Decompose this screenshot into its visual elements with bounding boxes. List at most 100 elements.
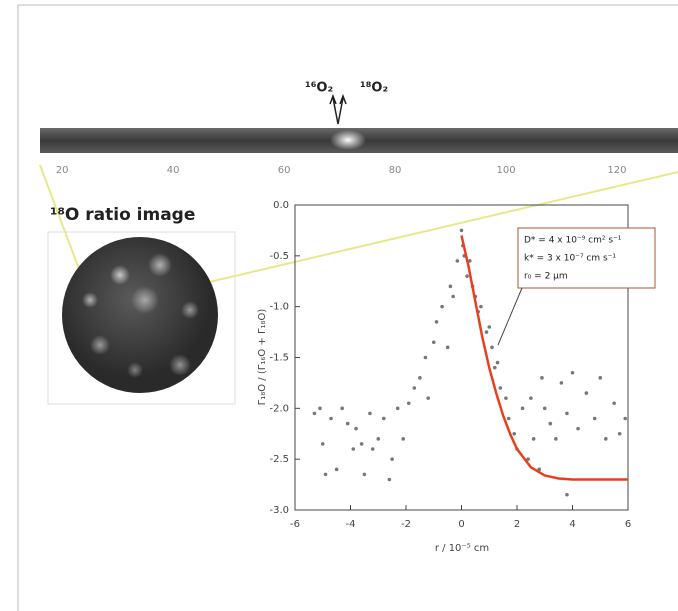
data-point [434, 320, 439, 324]
annotation-pointer [497, 287, 523, 346]
x-tick-label: 0 [458, 519, 464, 530]
y-tick-label: -0.5 [269, 251, 289, 262]
data-point [468, 259, 472, 263]
data-point [487, 325, 492, 329]
data-point [542, 406, 547, 411]
x-tick-label: 2 [514, 519, 520, 530]
data-point [598, 376, 603, 380]
x-tick-label: 6 [625, 519, 631, 530]
x-axis-label: r / 10⁻⁵ cm [435, 543, 489, 554]
data-point [465, 274, 469, 278]
data-point [376, 437, 381, 441]
arrows [329, 93, 347, 125]
data-point [526, 457, 530, 461]
data-point [320, 442, 325, 446]
data-point [506, 416, 511, 421]
strip-tick-label: 20 [56, 165, 69, 176]
data-point [484, 330, 489, 334]
image-spots [82, 253, 199, 378]
data-point [318, 406, 322, 411]
data-point [395, 406, 400, 411]
data-point [423, 355, 428, 360]
inset-title: ¹⁸O ratio image [50, 205, 195, 225]
data-point [540, 376, 544, 380]
data-point [498, 386, 503, 390]
data-point [351, 447, 356, 451]
y-tick-label: -2.0 [269, 403, 289, 414]
data-point [323, 472, 328, 477]
y-tick-label: -1.5 [269, 353, 289, 364]
data-point [340, 406, 344, 411]
data-point [401, 437, 406, 441]
data-point [359, 442, 364, 446]
data-point [617, 431, 622, 436]
data-point [354, 426, 358, 431]
data-point [329, 416, 333, 421]
data-point [490, 345, 494, 350]
data-point [548, 421, 553, 426]
data-point [459, 228, 464, 233]
data-point [362, 472, 367, 477]
data-point [559, 381, 564, 385]
x-tick-label: -6 [290, 519, 300, 530]
y-axis-label: Γ₁₈O / (Γ₁₆O + Γ₁₈O) [257, 309, 268, 406]
data-point [345, 421, 350, 426]
data-point [451, 294, 455, 299]
annotation: D* = 4 x 10⁻⁹ cm² s⁻¹ [524, 236, 622, 246]
data-point [440, 304, 444, 309]
data-point [334, 467, 339, 472]
data-point [504, 396, 508, 400]
data-point [520, 406, 525, 411]
data-point [455, 259, 460, 263]
strip-label: ¹⁸O₂ [360, 81, 388, 96]
data-point [554, 437, 558, 441]
inset-frame [47, 231, 236, 405]
data-point [493, 365, 497, 370]
data-point [570, 370, 575, 375]
data-point [495, 360, 500, 365]
data-point [426, 396, 431, 400]
data-point [565, 411, 569, 416]
data-point [623, 416, 628, 421]
strip-tick-label: 80 [389, 165, 402, 176]
data-point [387, 477, 392, 482]
data-point [445, 345, 450, 350]
data-point [406, 401, 411, 406]
data-point [412, 386, 417, 390]
data-point [565, 492, 569, 497]
x-tick-label: 4 [569, 519, 575, 530]
data-point [531, 437, 536, 441]
strip-tick-label: 60 [278, 165, 291, 176]
data-point [529, 396, 533, 400]
strip-tick-label: 40 [167, 165, 180, 176]
data-point [418, 376, 422, 380]
data-point [448, 284, 453, 289]
data-point [312, 411, 317, 416]
strip-tick-label: 120 [607, 165, 626, 176]
data-point [584, 391, 589, 395]
data-point [479, 304, 483, 309]
strip-spot [330, 130, 366, 150]
data-point [512, 431, 517, 436]
y-tick-label: -1.0 [269, 302, 289, 313]
y-tick-label: -2.5 [269, 454, 289, 465]
strip-label: ¹⁶O₂ [305, 81, 333, 96]
data-point [612, 401, 616, 406]
data-point [370, 447, 375, 451]
data-point [431, 340, 436, 345]
x-tick-label: -2 [401, 519, 411, 530]
data-point [382, 416, 386, 421]
frame [17, 4, 678, 611]
y-tick-label: -3.0 [269, 505, 289, 516]
data-point [368, 411, 372, 416]
x-tick-label: -4 [346, 519, 356, 530]
y-tick-label: 0.0 [273, 200, 289, 211]
data-point [604, 437, 608, 441]
data-point [390, 457, 394, 461]
fit-line [460, 235, 628, 481]
annotation: r₀ = 2 μm [524, 272, 568, 282]
annotation-box [517, 227, 656, 289]
data-point [592, 416, 597, 421]
strip-tick-label: 100 [496, 165, 515, 176]
